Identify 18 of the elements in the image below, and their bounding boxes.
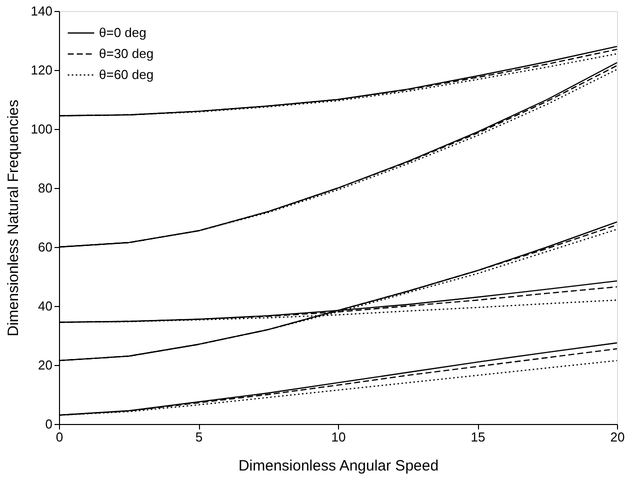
legend-label: θ=60 deg	[99, 67, 154, 82]
y-tick-label: 20	[38, 358, 52, 372]
y-tick-label: 120	[30, 62, 52, 78]
x-tick-label: 20	[610, 430, 625, 444]
y-tick-label: 80	[38, 180, 52, 196]
x-tick-label: 0	[56, 430, 64, 444]
x-tick-label: 10	[331, 430, 346, 444]
x-tick-label: 5	[195, 430, 203, 444]
legend-label: θ=30 deg	[99, 46, 154, 61]
x-axis-title: Dimensionless Angular Speed	[238, 458, 439, 474]
legend-label: θ=0 deg	[99, 25, 146, 40]
y-axis-title: Dimensionless Natural Frequencies	[4, 100, 22, 336]
x-tick-label: 15	[470, 430, 486, 444]
y-tick-label: 100	[30, 122, 52, 136]
y-tick-label: 0	[45, 416, 52, 432]
y-tick-label: 40	[38, 298, 52, 314]
y-tick-label: 60	[38, 240, 52, 254]
y-tick-label: 140	[30, 4, 52, 18]
